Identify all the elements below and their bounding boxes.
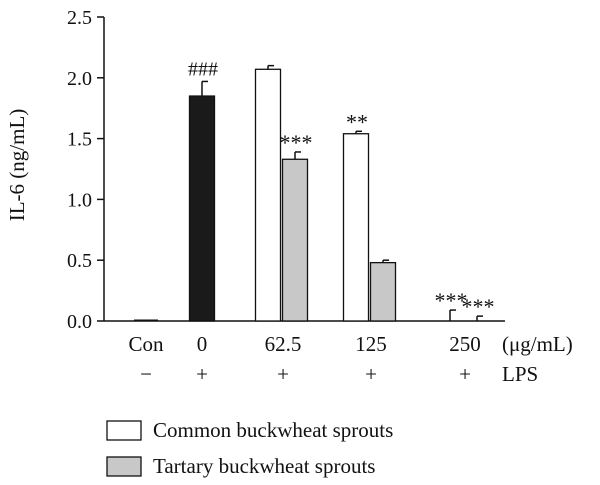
x-tick-label: 0 xyxy=(197,332,208,356)
y-tick-label: 0.0 xyxy=(67,311,92,333)
bar xyxy=(342,133,370,322)
chart-bars: ###*********** xyxy=(134,58,495,322)
y-tick-label: 2.5 xyxy=(67,7,92,29)
significance-label: ### xyxy=(188,58,218,80)
y-tick-label: 1.5 xyxy=(67,129,92,151)
bar xyxy=(188,95,216,322)
significance-label: ** xyxy=(346,109,368,134)
legend-swatch xyxy=(106,420,142,441)
lps-indicator: + xyxy=(459,362,471,386)
legend-label: Common buckwheat sprouts xyxy=(153,418,393,442)
legend-label: Tartary buckwheat sprouts xyxy=(153,454,375,478)
y-axis-label: IL-6 (ng/mL) xyxy=(5,109,29,222)
y-tick-label: 2.0 xyxy=(67,68,92,90)
y-tick-label: 1.0 xyxy=(67,189,92,211)
x-unit-label: (μg/mL) xyxy=(502,332,573,356)
lps-label: LPS xyxy=(502,362,538,386)
significance-label: *** xyxy=(280,130,313,155)
legend-swatch xyxy=(106,456,142,477)
x-tick-label: 62.5 xyxy=(265,332,302,356)
bar xyxy=(281,158,309,322)
significance-label: *** xyxy=(462,294,495,319)
y-tick-label: 0.5 xyxy=(67,250,92,272)
significance-label: *** xyxy=(435,288,468,313)
x-tick-label: Con xyxy=(128,332,164,356)
x-tick-label: 125 xyxy=(355,332,387,356)
x-tick-labels: Con 0 62.5 125 250 (μg/mL) − + + + + LPS xyxy=(128,332,572,386)
chart-legend: Common buckwheat sprouts Tartary buckwhea… xyxy=(106,418,393,478)
chart-axes: 0.0 0.5 1.0 1.5 2.0 2.5 IL-6 (ng/mL) xyxy=(5,7,505,333)
lps-indicator: + xyxy=(196,362,208,386)
lps-indicator: − xyxy=(140,362,152,386)
lps-indicator: + xyxy=(365,362,377,386)
bar xyxy=(254,68,282,322)
x-tick-label: 250 xyxy=(449,332,481,356)
bar xyxy=(369,261,397,322)
lps-indicator: + xyxy=(277,362,289,386)
